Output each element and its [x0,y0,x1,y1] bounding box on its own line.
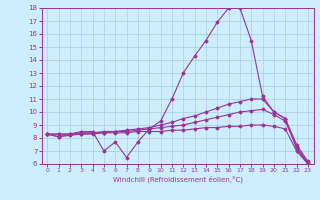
X-axis label: Windchill (Refroidissement éolien,°C): Windchill (Refroidissement éolien,°C) [113,176,243,183]
